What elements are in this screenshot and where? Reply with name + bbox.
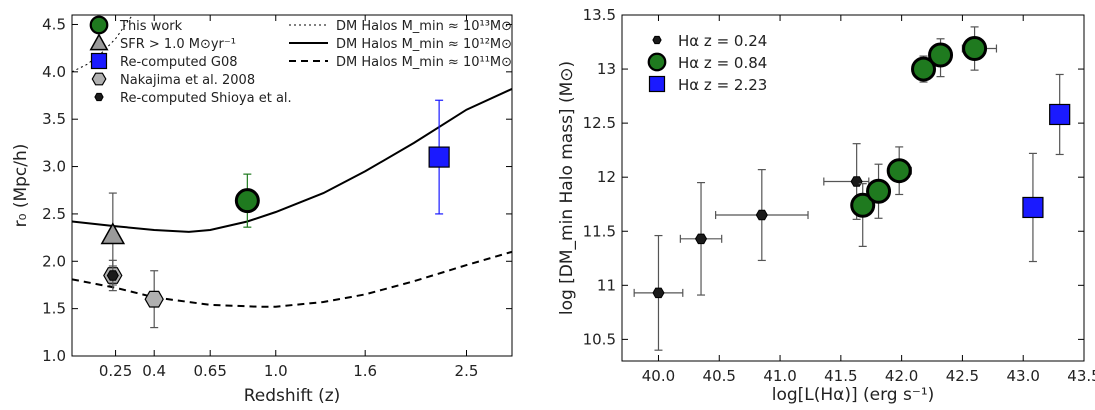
legend-marker-nakajima-et-al-2008 <box>91 72 107 86</box>
x-tick-label: 0.25 <box>99 362 132 380</box>
legend-label: Hα z = 0.84 <box>678 54 767 72</box>
legend-marker-h-z-0-84 <box>647 52 667 72</box>
h-z-0-84-point-0 <box>850 192 876 218</box>
h-z-0-84-point-1 <box>866 178 892 204</box>
right-panel: 40.0 40.5 41.0 41.5 42.0 42.5 43.0 43.5 10.5 11 11… <box>557 6 1095 405</box>
plot-area <box>622 15 1084 361</box>
x-axis-label: log[L(Hα)] (erg s⁻¹) <box>772 385 935 405</box>
legend-label: Hα z = 2.23 <box>678 76 767 94</box>
y-tick-label: 3.5 <box>42 110 66 128</box>
x-tick-label: 41.0 <box>763 367 796 385</box>
x-tick-label: 41.5 <box>824 367 857 385</box>
y-axis-label: log [DM_min Halo mass] (M⊙) <box>557 61 577 315</box>
h-z-0-84-point-3 <box>911 56 937 82</box>
legend-label: DM Halos M_min ≈ 10¹²M⊙ <box>336 37 512 52</box>
legend-marker-re-computed-g08 <box>90 52 108 70</box>
x-tick-label: 42.0 <box>885 367 918 385</box>
legend-label: Re-computed G08 <box>120 55 238 70</box>
axes-frame <box>71 14 513 357</box>
x-axis-label: Redshift (z) <box>244 386 341 406</box>
legend-marker-this-work <box>89 15 109 35</box>
h-z-0-84-point-2 <box>886 158 912 184</box>
axes-frame <box>621 14 1085 362</box>
h-z-0-24-point-1 <box>694 233 708 245</box>
y-tick-label: 4.0 <box>42 63 66 81</box>
y-tick-label: 1.5 <box>42 300 66 318</box>
x-tick-label: 40.0 <box>642 367 675 385</box>
curve-dotted <box>72 15 134 73</box>
nakajima-et-al-2008-point-1 <box>144 290 164 308</box>
legend-label: DM Halos M_min ≈ 10¹³M⊙ <box>336 19 512 34</box>
y-tick-label: 13 <box>597 60 616 78</box>
plot-content <box>633 26 1071 351</box>
legend-label: SFR > 1.0 M⊙yr⁻¹ <box>120 37 236 52</box>
legend-label: Re-computed Shioya et al. <box>120 91 292 106</box>
h-z-2-23-point-1 <box>1049 103 1071 126</box>
x-tick-label: 0.4 <box>142 362 166 380</box>
x-tick-label: 1.0 <box>264 362 288 380</box>
re-computed-g08-point-0 <box>428 146 450 168</box>
plot-content <box>72 15 512 329</box>
x-tick-label: 42.5 <box>946 367 979 385</box>
curve-solid <box>72 87 512 233</box>
h-z-0-84-point-4 <box>928 42 954 68</box>
re-computed-shioya-et-al-point-0 <box>106 270 119 281</box>
y-tick-label: 11.5 <box>583 222 616 240</box>
legend-label: DM Halos M_min ≈ 10¹¹M⊙ <box>336 55 512 70</box>
x-tick-label: 43.5 <box>1067 367 1095 385</box>
y-tick-label: 2.0 <box>42 252 66 270</box>
h-z-0-84-point-5 <box>962 36 988 62</box>
this-work-point-0 <box>234 188 260 214</box>
x-tick-label: 2.5 <box>455 362 479 380</box>
h-z-2-23-point-0 <box>1022 196 1044 219</box>
h-z-0-24-point-0 <box>652 287 665 299</box>
y-tick-label: 4.5 <box>42 15 66 33</box>
x-tick-label: 0.65 <box>193 362 226 380</box>
y-tick-label: 12 <box>597 168 616 186</box>
legend-label: Nakajima et al. 2008 <box>120 73 255 88</box>
y-tick-label: 11 <box>597 276 616 294</box>
legend-marker-h-z-0-24 <box>652 35 662 45</box>
y-tick-label: 12.5 <box>583 114 616 132</box>
legend-marker-re-computed-shioya-et-al <box>94 92 104 102</box>
x-tick-label: 43.0 <box>1007 367 1040 385</box>
x-tick-label: 40.5 <box>703 367 736 385</box>
legend-label: Hα z = 0.24 <box>678 32 767 50</box>
y-tick-label: 2.5 <box>42 205 66 223</box>
curve-dashed <box>72 250 512 308</box>
y-tick-label: 3.0 <box>42 158 66 176</box>
y-axis-label: r₀ (Mpc/h) <box>11 144 31 228</box>
legend-label: This work <box>119 19 183 34</box>
x-tick-label: 1.6 <box>353 362 377 380</box>
legend-marker-h-z-2-23 <box>648 75 666 93</box>
h-z-0-24-point-2 <box>755 209 768 221</box>
y-tick-label: 1.0 <box>42 347 66 365</box>
y-tick-label: 10.5 <box>583 330 616 348</box>
h-z-0-24-point-3 <box>850 176 863 187</box>
sfr-1-0-m-yr-point-0 <box>100 222 126 245</box>
legend-marker-sfr-1-0-m-yr <box>89 33 109 51</box>
left-panel: 0.25 0.4 0.65 1.0 1.6 2.5 1.0 1.5 2.0 2.5 3.0 3.5 4.… <box>11 14 513 406</box>
y-tick-label: 13.5 <box>583 6 616 24</box>
